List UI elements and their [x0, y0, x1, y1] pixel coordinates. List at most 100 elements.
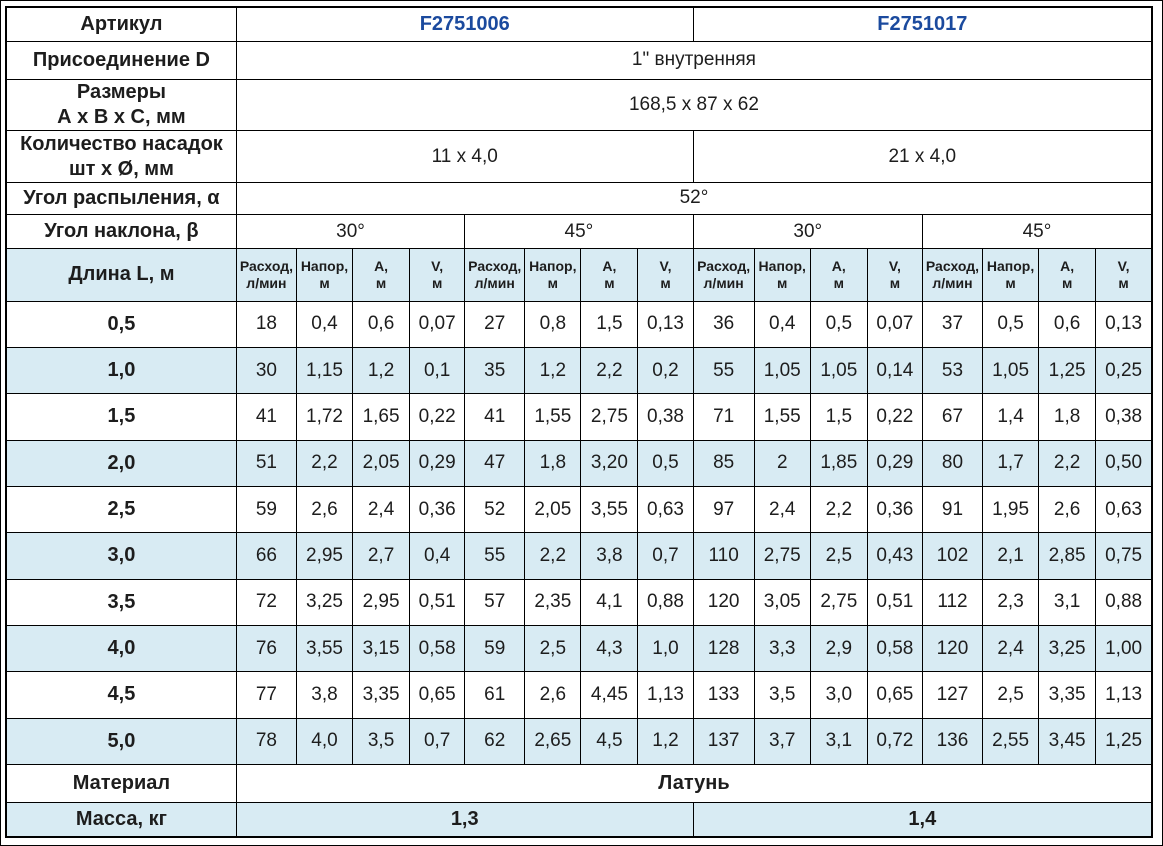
row-label-tilt-angle: Угол наклона, β: [5, 213, 237, 250]
data-cell: 1,7: [982, 439, 1040, 487]
data-cell: 55: [464, 532, 526, 580]
column-header-cell: А, м: [809, 248, 868, 302]
row-spray-angle: Угол распыления, α 52°: [5, 181, 1153, 215]
column-header-cell: Напор, м: [982, 248, 1040, 302]
data-cell: 0,51: [409, 578, 466, 626]
data-cell: 0,13: [637, 300, 694, 348]
material-value: Латунь: [235, 763, 1153, 804]
data-cell: 2,5: [982, 671, 1040, 719]
data-cell: 0,6: [1038, 300, 1097, 348]
data-cell: 2,05: [524, 485, 582, 534]
data-cell: 3,55: [295, 624, 354, 673]
row-label-length-value: 5,0: [5, 717, 237, 765]
data-cell: 3,25: [295, 578, 354, 626]
column-header-cell: А, м: [1038, 248, 1097, 302]
data-cell: 2,55: [982, 717, 1040, 765]
data-cell: 0,72: [866, 717, 923, 765]
data-cell: 2,2: [1038, 439, 1097, 487]
data-cell: 2,75: [580, 393, 639, 441]
data-cell: 2,2: [580, 346, 639, 395]
column-header-cell: Расход, л/мин: [235, 248, 297, 302]
data-cell: 0,13: [1095, 300, 1153, 348]
row-label-dimensions: Размеры А х В х С, мм: [5, 78, 237, 132]
row-label-length-value: 3,0: [5, 532, 237, 580]
nozzles-label-line2: шт х Ø, мм: [68, 157, 174, 180]
data-cell: 0,29: [866, 439, 923, 487]
row-label-length-value: 4,0: [5, 624, 237, 673]
data-cell: 0,75: [1095, 532, 1153, 580]
data-cell: 0,38: [637, 393, 694, 441]
table-row: 2,0 51 2,2 2,05 0,29 47 1,8 3,20 0,5 85 2 1,85 0,29 8…: [5, 439, 1153, 487]
data-cell: 27: [464, 300, 526, 348]
tilt-angle-value-3: 30°: [692, 213, 923, 250]
data-cell: 0,38: [1095, 393, 1153, 441]
data-cell: 120: [921, 624, 984, 673]
table-row: 3,0 66 2,95 2,7 0,4 55 2,2 3,8 0,7 110 2,75 2,5 0,43…: [5, 532, 1153, 580]
table-row: 1,0 30 1,15 1,2 0,1 35 1,2 2,2 0,2 55 1,05 1,05 0,14…: [5, 346, 1153, 395]
data-cell: 0,58: [866, 624, 923, 673]
row-label-length-value: 3,5: [5, 578, 237, 626]
data-cell: 2,6: [295, 485, 354, 534]
table-row: 2,5 59 2,6 2,4 0,36 52 2,05 3,55 0,63 97 2,4 2,2 0,3…: [5, 485, 1153, 534]
data-cell: 3,5: [352, 717, 411, 765]
data-cell: 3,55: [580, 485, 639, 534]
article-code-right: F2751017: [692, 6, 1153, 42]
data-cell: 0,25: [1095, 346, 1153, 395]
data-cell: 52: [464, 485, 526, 534]
data-cell: 0,8: [524, 300, 582, 348]
data-cell: 0,5: [809, 300, 868, 348]
data-cell: 77: [235, 671, 297, 719]
mass-value-left: 1,3: [235, 802, 694, 838]
data-cell: 0,63: [1095, 485, 1153, 534]
data-cell: 57: [464, 578, 526, 626]
table-row: 1,5 41 1,72 1,65 0,22 41 1,55 2,75 0,38 71 1,55 1,5…: [5, 393, 1153, 441]
column-header-cell: V, м: [637, 248, 694, 302]
data-cell: 4,45: [580, 671, 639, 719]
data-cell: 2,2: [295, 439, 354, 487]
data-cell: 67: [921, 393, 984, 441]
data-cell: 1,2: [524, 346, 582, 395]
data-cell: 2,4: [753, 485, 811, 534]
row-length-header: Длина L, м Расход, л/мин Напор, м А, м V, м Расх…: [5, 248, 1153, 302]
data-cell: 1,05: [753, 346, 811, 395]
data-cell: 41: [235, 393, 297, 441]
data-cell: 2,75: [809, 578, 868, 626]
data-cell: 55: [692, 346, 755, 395]
data-cell: 1,25: [1038, 346, 1097, 395]
data-cell: 0,22: [409, 393, 466, 441]
column-header-cell: Расход, л/мин: [464, 248, 526, 302]
data-cell: 3,25: [1038, 624, 1097, 673]
data-cell: 1,13: [637, 671, 694, 719]
row-label-length-value: 4,5: [5, 671, 237, 719]
data-cell: 4,3: [580, 624, 639, 673]
data-cell: 0,36: [866, 485, 923, 534]
nozzles-label-line1: Количество насадок: [20, 132, 223, 155]
data-cell: 0,6: [352, 300, 411, 348]
data-cell: 59: [464, 624, 526, 673]
data-cell: 59: [235, 485, 297, 534]
row-label-material: Материал: [5, 763, 237, 804]
data-cell: 18: [235, 300, 297, 348]
data-cell: 0,36: [409, 485, 466, 534]
data-cell: 2,1: [982, 532, 1040, 580]
row-mass: Масса, кг 1,3 1,4: [5, 802, 1153, 838]
column-header-cell: Напор, м: [524, 248, 582, 302]
data-cell: 2,5: [524, 624, 582, 673]
data-cell: 51: [235, 439, 297, 487]
data-cell: 128: [692, 624, 755, 673]
row-label-nozzles: Количество насадок шт х Ø, мм: [5, 130, 237, 183]
data-cell: 3,20: [580, 439, 639, 487]
data-cell: 3,45: [1038, 717, 1097, 765]
column-header-cell: V, м: [866, 248, 923, 302]
data-cell: 1,05: [809, 346, 868, 395]
connection-value: 1" внутренняя: [235, 40, 1153, 81]
data-cell: 2,2: [524, 532, 582, 580]
row-label-length: Длина L, м: [5, 248, 237, 302]
data-cell: 0,65: [866, 671, 923, 719]
data-cell: 2,4: [352, 485, 411, 534]
data-cell: 1,85: [809, 439, 868, 487]
data-cell: 0,7: [409, 717, 466, 765]
data-cell: 37: [921, 300, 984, 348]
table-row: 5,0 78 4,0 3,5 0,7 62 2,65 4,5 1,2 137 3,7 3,1 0,72 1…: [5, 717, 1153, 765]
